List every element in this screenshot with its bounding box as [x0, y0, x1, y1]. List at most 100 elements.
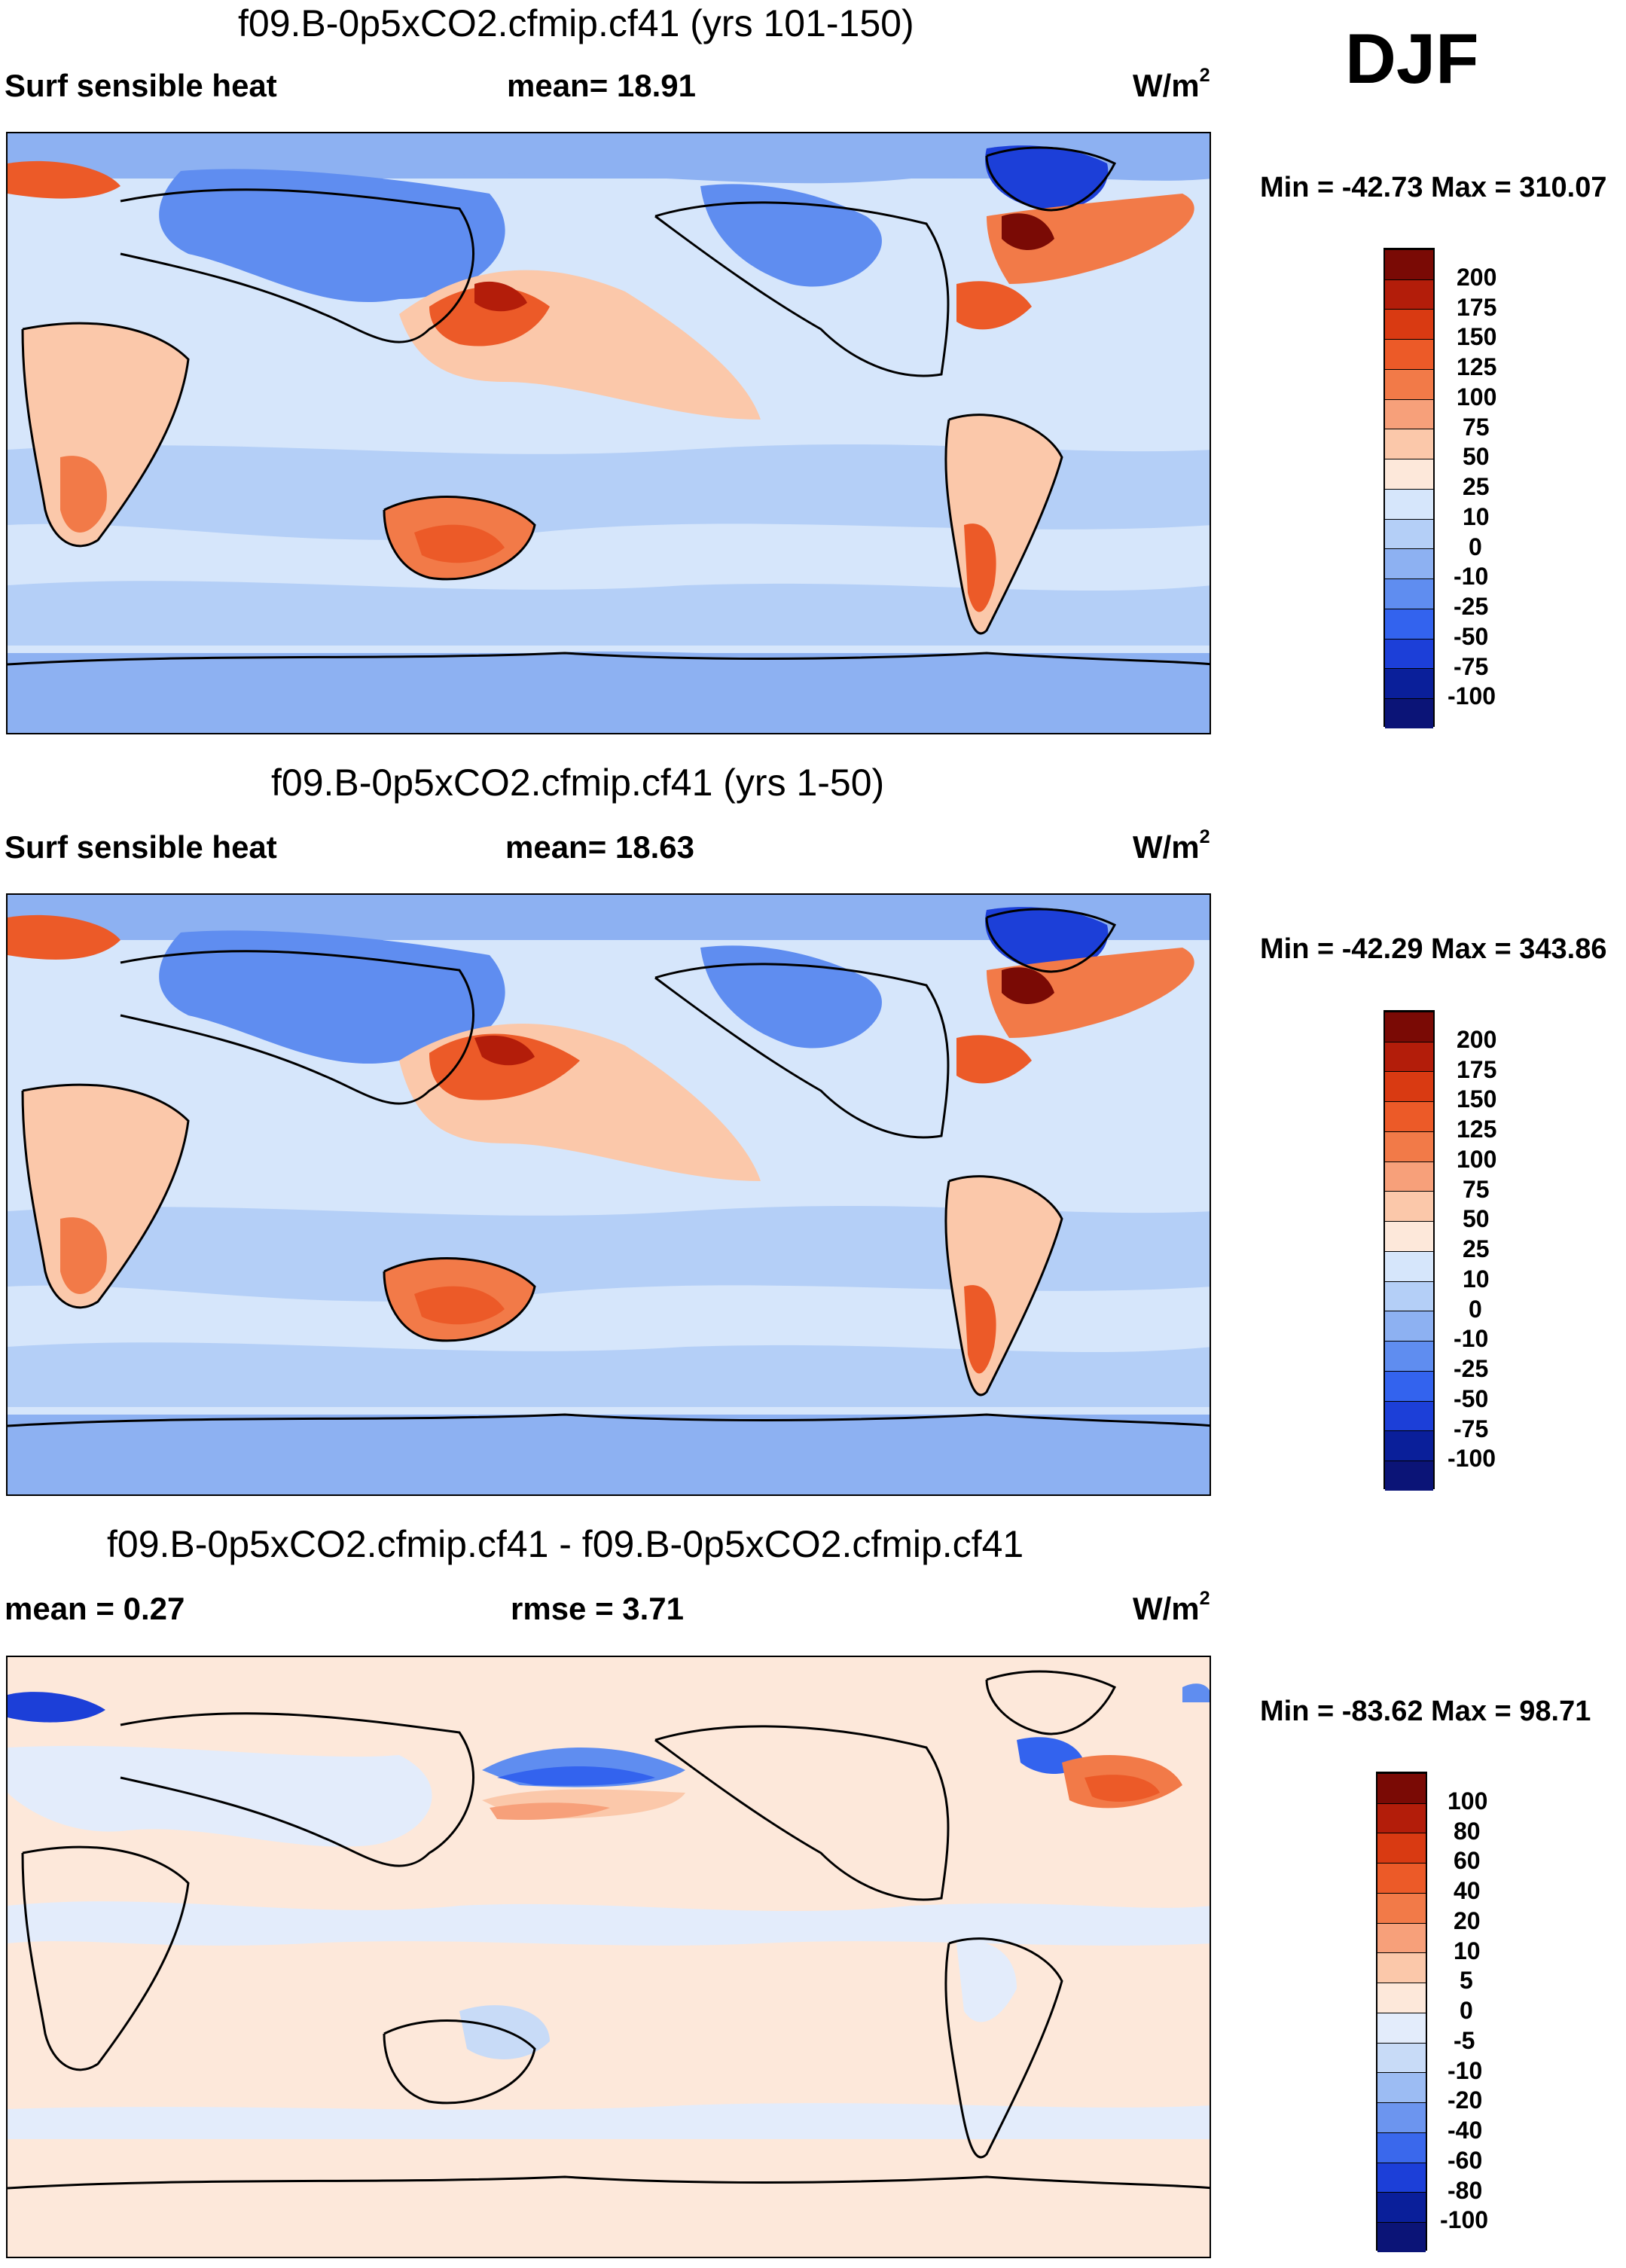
panel-3-swatch — [1377, 1893, 1426, 1924]
panel-1-tick: -25 — [1454, 593, 1489, 620]
panel-1-swatch — [1385, 309, 1433, 340]
panel-3-tick: 40 — [1454, 1877, 1481, 1904]
panel-2-swatch — [1385, 1161, 1433, 1192]
panel-3-tick: -60 — [1448, 2147, 1483, 2174]
panel-3-swatch — [1377, 1923, 1426, 1954]
panel-1-tick: -100 — [1448, 682, 1496, 710]
panel-2-tick: 175 — [1457, 1056, 1497, 1083]
panel-2-tick: -10 — [1454, 1325, 1489, 1352]
panel-3-swatch — [1377, 2192, 1426, 2223]
panel-1-tick: 200 — [1457, 264, 1497, 291]
panel-1-swatch — [1385, 279, 1433, 310]
panel-1-swatch — [1385, 668, 1433, 699]
season-label: DJF — [1345, 19, 1479, 98]
panel-3-tick: -80 — [1448, 2177, 1483, 2204]
panel-2-swatch — [1385, 1221, 1433, 1252]
panel-3-tick: -5 — [1454, 2027, 1475, 2054]
panel-2-left-label: Surf sensible heat — [5, 829, 277, 865]
panel-1-colorbar — [1383, 248, 1435, 728]
panel-3-tick: -40 — [1448, 2117, 1483, 2144]
panel-1-tick: 25 — [1463, 473, 1490, 500]
panel-3-colorbar — [1376, 1772, 1427, 2252]
panel-2-map-svg — [8, 895, 1210, 1494]
panel-1-mean: mean= 18.91 — [507, 68, 697, 103]
panel-3-tick: 10 — [1454, 1937, 1481, 1964]
panel-2-swatch — [1385, 1251, 1433, 1282]
panel-3-tick: -20 — [1448, 2086, 1483, 2114]
panel-2-swatch — [1385, 1131, 1433, 1162]
panel-2-swatch — [1385, 1191, 1433, 1222]
panel-3-swatch — [1377, 2013, 1426, 2044]
panel-1-tick: 10 — [1463, 503, 1490, 530]
panel-2-tick: 10 — [1463, 1265, 1490, 1293]
panel-3-mean: mean = 0.27 — [5, 1591, 185, 1626]
panel-2-swatch — [1385, 1012, 1433, 1042]
panel-2-tick: 150 — [1457, 1085, 1497, 1113]
panel-1-minmax: Min = -42.73 Max = 310.07 — [1260, 172, 1607, 203]
panel-2-mean: mean= 18.63 — [505, 829, 695, 865]
panel-2-swatch — [1385, 1042, 1433, 1073]
panel-1-tick: -50 — [1454, 623, 1489, 650]
panel-1-map — [6, 132, 1211, 734]
panel-1-tick: -75 — [1454, 653, 1489, 680]
panel-3-swatch — [1377, 1952, 1426, 1983]
panel-1-swatch — [1385, 429, 1433, 459]
panel-2-tick: -100 — [1448, 1445, 1496, 1472]
panel-2-swatch — [1385, 1101, 1433, 1132]
panel-3-minmax: Min = -83.62 Max = 98.71 — [1260, 1696, 1591, 1727]
panel-3-tick: 80 — [1454, 1818, 1481, 1845]
panel-1-title: f09.B-0p5xCO2.cfmip.cf41 (yrs 101-150) — [238, 2, 914, 44]
panel-2-swatch — [1385, 1281, 1433, 1312]
panel-3-tick: 20 — [1454, 1907, 1481, 1934]
panel-3-swatch — [1377, 1773, 1426, 1804]
panel-1-swatch — [1385, 249, 1433, 280]
panel-2-swatch — [1385, 1401, 1433, 1432]
panel-2-title: f09.B-0p5xCO2.cfmip.cf41 (yrs 1-50) — [271, 762, 885, 804]
panel-2-tick: 25 — [1463, 1235, 1490, 1262]
panel-1-tick: 125 — [1457, 353, 1497, 380]
panel-1-tick: 75 — [1463, 414, 1490, 441]
panel-3-swatch — [1377, 2102, 1426, 2133]
panel-1-tick: 175 — [1457, 294, 1497, 321]
panel-1-left-label: Surf sensible heat — [5, 68, 277, 103]
panel-2-tick: 200 — [1457, 1026, 1497, 1053]
panel-1-units: W/m2 — [1133, 64, 1210, 103]
panel-3-tick: 100 — [1448, 1787, 1488, 1815]
panel-3-swatch — [1377, 1803, 1426, 1834]
panel-1-swatch — [1385, 548, 1433, 579]
panel-1-swatch — [1385, 698, 1433, 728]
panel-3-map-svg — [8, 1657, 1210, 2257]
panel-3-swatch — [1377, 2222, 1426, 2252]
panel-3-title: f09.B-0p5xCO2.cfmip.cf41 - f09.B-0p5xCO2… — [107, 1523, 1024, 1565]
panel-3-tick: 0 — [1460, 1997, 1473, 2024]
panel-1-tick: 50 — [1463, 443, 1490, 470]
panel-1-swatch — [1385, 339, 1433, 370]
panel-2-tick: -75 — [1454, 1415, 1489, 1442]
panel-1-tick: -10 — [1454, 563, 1489, 590]
panel-1-swatch — [1385, 399, 1433, 430]
panel-3-tick: -100 — [1440, 2206, 1489, 2233]
panel-3-tick: -10 — [1448, 2057, 1483, 2084]
panel-2-units: W/m2 — [1133, 826, 1210, 865]
panel-1-swatch — [1385, 369, 1433, 400]
panel-2-minmax: Min = -42.29 Max = 343.86 — [1260, 933, 1607, 965]
panel-2-swatch — [1385, 1371, 1433, 1402]
panel-2-tick: 0 — [1469, 1296, 1482, 1323]
panel-2-swatch — [1385, 1311, 1433, 1342]
panel-2-colorbar — [1383, 1010, 1435, 1491]
panel-3-tick: 5 — [1460, 1967, 1473, 1994]
panel-1-swatch — [1385, 609, 1433, 639]
panel-1-tick: 0 — [1469, 533, 1482, 560]
panel-3-swatch — [1377, 2072, 1426, 2103]
panel-1-swatch — [1385, 459, 1433, 490]
panel-3-swatch — [1377, 2043, 1426, 2074]
panel-1-swatch — [1385, 519, 1433, 550]
panel-1-map-svg — [8, 133, 1210, 733]
panel-3-swatch — [1377, 1833, 1426, 1864]
panel-1-swatch — [1385, 578, 1433, 609]
panel-1-swatch — [1385, 639, 1433, 670]
panel-1-swatch — [1385, 489, 1433, 520]
panel-2-tick: 50 — [1463, 1205, 1490, 1232]
panel-3-swatch — [1377, 2163, 1426, 2193]
panel-2-map — [6, 893, 1211, 1496]
